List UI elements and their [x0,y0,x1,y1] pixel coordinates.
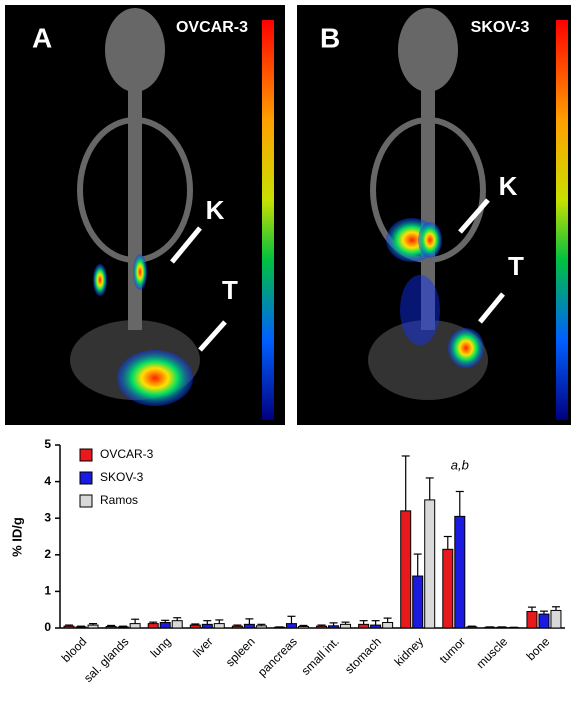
bar [76,627,86,628]
y-tick-label: 3 [44,510,51,524]
x-tick-label: muscle [473,634,510,671]
legend-label: OVCAR-3 [100,447,154,461]
y-tick-label: 1 [44,584,51,598]
legend-swatch [80,449,92,461]
bar [443,549,453,628]
bar [467,627,477,628]
bar [274,627,284,628]
bar [118,627,128,628]
bar [106,627,116,628]
panel-b: B SKOV-3 K T [297,5,571,425]
x-tick-label: tumor [437,634,469,666]
legend-label: Ramos [100,493,138,507]
bar [359,624,369,628]
panel-letter: B [320,22,340,53]
legend-swatch [80,472,92,484]
bar [88,625,98,628]
bar [401,511,411,628]
bar [413,576,423,628]
bar [317,626,327,628]
bar [485,627,495,628]
y-tick-label: 5 [44,437,51,451]
legend-label: SKOV-3 [100,470,144,484]
organ-label: T [222,275,238,305]
bar [214,624,224,628]
organ-label: K [206,195,225,225]
x-tick-label: sal. glands [81,634,131,684]
y-tick-label: 4 [44,474,51,488]
y-axis-label: % ID/g [9,517,24,557]
x-tick-label: small int. [299,634,342,677]
x-tick-label: stomach [342,634,384,676]
organ-label: T [508,251,524,281]
x-tick-label: liver [190,634,215,659]
bar [172,621,182,628]
bar [256,626,266,628]
bar [539,614,549,628]
bar [527,612,537,628]
panel-title: SKOV-3 [471,19,530,36]
bar [551,610,561,628]
bar [190,625,200,628]
bar [298,627,308,628]
bar [160,623,170,628]
bar [425,500,435,628]
x-tick-label: kidney [392,634,426,668]
bar [341,624,351,628]
x-tick-label: lung [148,634,174,660]
bar [455,516,465,628]
bar [371,625,381,628]
y-tick-label: 2 [44,547,51,561]
x-tick-label: blood [59,634,90,665]
bar [64,626,74,628]
bar [497,627,507,628]
panel-title: OVCAR-3 [176,19,248,36]
bar [148,624,158,628]
panel-a: A OVCAR-3 K T [5,5,285,425]
x-tick-label: spleen [223,634,258,669]
organ-label: K [499,171,518,201]
bar [202,624,212,628]
bar [130,624,140,628]
bar [286,624,296,628]
x-tick-label: bone [524,634,553,663]
bar [383,623,393,628]
x-tick-label: pancreas [255,634,300,679]
legend-swatch [80,495,92,507]
annotation: a,b [451,457,469,472]
bar [232,626,242,628]
bar [329,626,339,628]
y-tick-label: 0 [44,620,51,634]
bar [244,624,254,628]
panel-letter: A [32,22,52,53]
